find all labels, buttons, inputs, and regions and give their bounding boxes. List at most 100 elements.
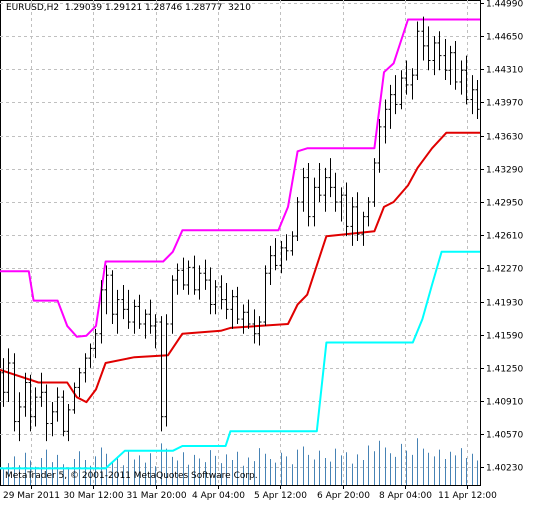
price-tick-label: 1.44650 xyxy=(486,33,523,43)
ohlc-bar xyxy=(153,314,158,349)
price-scale: 1.44990 1.44650 1.44310 1.43970 1.43630 1.432… xyxy=(480,0,523,474)
copyright-text: MetaTrader 5, © 2001-2011 MetaQuotes Sof… xyxy=(5,471,258,481)
ohlc-bar xyxy=(159,316,164,432)
price-tick-label: 1.41250 xyxy=(486,365,523,375)
ohlc-bar xyxy=(404,60,409,95)
ohlc-bar xyxy=(333,172,338,212)
ohlc-bar xyxy=(115,289,120,334)
ohlc-bar xyxy=(448,45,453,85)
ohlc-bar xyxy=(148,299,153,334)
ohlc-bar xyxy=(464,55,469,105)
price-tick-label: 1.42950 xyxy=(486,199,523,209)
ohlc-bar xyxy=(393,75,398,115)
time-tick-label: 11 Apr 12:00 xyxy=(438,491,497,501)
price-tick-label: 1.42610 xyxy=(486,232,523,242)
time-scale: 29 Mar 2011 30 Mar 12:00 31 Mar 20:00 4 Apr… xyxy=(3,485,497,501)
ohlc-bar xyxy=(344,182,349,237)
price-tick-label: 1.43290 xyxy=(486,166,523,176)
ohlc-bar xyxy=(268,245,273,285)
ohlc-bar xyxy=(421,16,426,61)
ohlc-bar xyxy=(475,80,480,120)
ohlc-bar xyxy=(99,280,104,344)
price-tick-label: 1.41930 xyxy=(486,299,523,309)
ohlc-bar xyxy=(339,187,344,222)
ohlc-bar xyxy=(437,31,442,71)
ohlc-bar xyxy=(61,390,66,437)
price-tick-label: 1.40570 xyxy=(486,431,523,441)
ohlc-bar xyxy=(83,353,88,383)
ohlc-bar xyxy=(230,289,235,329)
ohlc-bar xyxy=(72,382,77,414)
ohlc-bar xyxy=(279,241,284,274)
ohlc-bar xyxy=(132,299,137,334)
ohlc-bar xyxy=(192,255,197,295)
ohlc-bar xyxy=(443,39,448,81)
ohlc-bar xyxy=(143,309,148,339)
ohlc-bar xyxy=(137,294,142,329)
ohlc-bar xyxy=(88,343,93,368)
envelope-bands xyxy=(0,18,480,470)
ohlc-bar xyxy=(323,167,328,212)
ohlc-bar xyxy=(39,372,44,407)
time-tick-label: 8 Apr 04:00 xyxy=(379,491,432,501)
ohlc-bar xyxy=(55,387,60,422)
ohlc-bar xyxy=(12,353,17,432)
symbol-timeframe: EURUSD,H2 xyxy=(6,3,60,13)
ohlc-bar xyxy=(181,257,186,290)
ohlc-bar xyxy=(33,387,38,427)
ohlc-bar xyxy=(306,162,311,227)
ohlc-bar xyxy=(6,348,11,403)
ohlc-bar xyxy=(66,404,71,442)
ohlc-bar xyxy=(175,263,180,295)
low-value: 1.28746 xyxy=(145,3,183,13)
plot-area[interactable] xyxy=(0,0,481,486)
ohlc-bar xyxy=(77,367,82,398)
time-tick-label: 5 Apr 12:00 xyxy=(254,491,307,501)
ohlc-bar xyxy=(170,275,175,334)
time-tick-label: 31 Mar 20:00 xyxy=(126,491,186,501)
ohlc-bar xyxy=(426,26,431,71)
ohlc-bar xyxy=(273,238,278,271)
price-tick-label: 1.40910 xyxy=(486,398,523,408)
ohlc-bar xyxy=(388,84,393,129)
ohlc-bar xyxy=(317,162,322,203)
ohlc-bar xyxy=(350,197,355,246)
ohlc-bar xyxy=(104,265,109,315)
ohlc-bar xyxy=(186,260,191,295)
grid-lines xyxy=(0,0,480,485)
ohlc-bar xyxy=(432,36,437,76)
time-tick-label: 6 Apr 20:00 xyxy=(317,491,370,501)
price-tick-label: 1.42270 xyxy=(486,265,523,275)
ohlc-bar xyxy=(328,158,333,198)
ohlc-bar xyxy=(252,309,257,344)
close-value: 1.28777 xyxy=(185,3,223,13)
middle-band-line xyxy=(0,131,480,404)
ohlc-bar xyxy=(383,99,388,144)
ohlc-bar xyxy=(284,234,289,261)
ohlc-bar xyxy=(219,275,224,310)
ohlc-bar xyxy=(50,402,55,437)
upper-band-line xyxy=(0,18,480,338)
ohlc-bar xyxy=(301,167,306,212)
ohlc-bar xyxy=(372,158,377,207)
ohlc-bar xyxy=(23,372,28,417)
ohlc-bar xyxy=(44,384,49,442)
ohlc-bar xyxy=(121,284,126,320)
ohlc-bar xyxy=(246,299,251,329)
time-tick-label: 4 Apr 04:00 xyxy=(192,491,245,501)
chart-header: EURUSD,H2 1.29039 1.29121 1.28746 1.2877… xyxy=(6,3,251,13)
ohlc-bar xyxy=(263,265,268,326)
price-tick-label: 1.40230 xyxy=(486,464,523,474)
ohlc-bar xyxy=(355,192,360,242)
ohlc-bar xyxy=(17,392,22,442)
ohlc-bar xyxy=(235,286,240,324)
lower-band-line xyxy=(0,250,480,470)
ohlc-bar xyxy=(110,270,115,324)
ohlc-bar xyxy=(203,259,208,290)
ohlc-bar xyxy=(257,316,262,346)
ohlc-bar xyxy=(213,280,218,315)
ohlc-bar xyxy=(415,21,420,81)
ohlc-bar xyxy=(224,282,229,320)
